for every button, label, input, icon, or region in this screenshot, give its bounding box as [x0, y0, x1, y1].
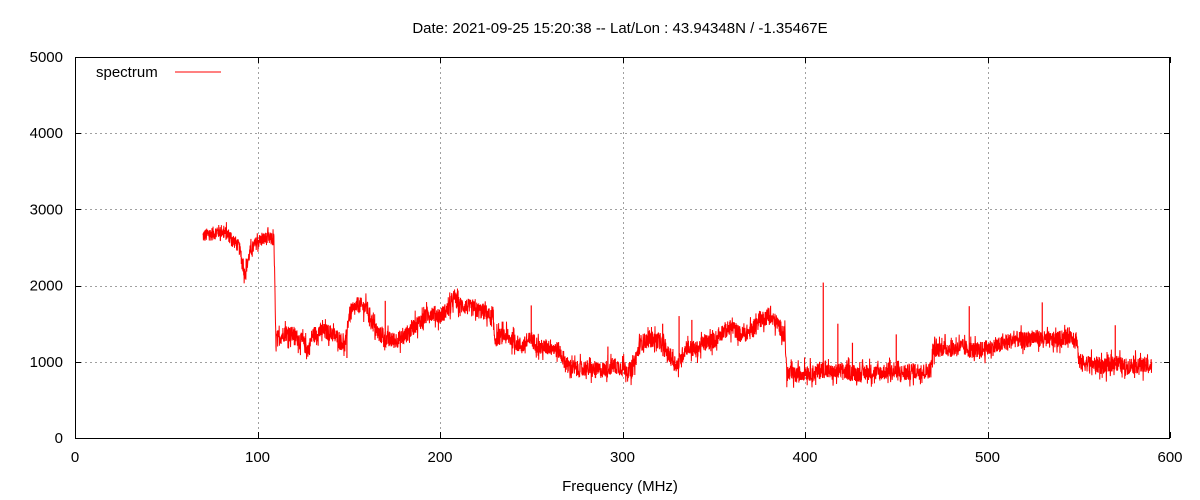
y-tick-label: 1000 [30, 354, 63, 371]
x-tick-label: 300 [610, 449, 635, 466]
y-tick-label: 4000 [30, 125, 63, 142]
series-group [202, 222, 1153, 388]
x-tick-label: 100 [245, 449, 270, 466]
x-axis-label: Frequency (MHz) [562, 478, 678, 495]
x-tick-label: 200 [427, 449, 452, 466]
series-line-spectrum [202, 222, 1153, 388]
x-tick-label: 400 [792, 449, 817, 466]
chart-title: Date: 2021-09-25 15:20:38 -- Lat/Lon : 4… [412, 20, 827, 37]
x-tick-label: 0 [71, 449, 79, 466]
x-tick-label: 600 [1157, 449, 1182, 466]
y-tick-label: 2000 [30, 278, 63, 295]
plot-frame [75, 57, 1170, 439]
x-tick-labels: 0 100 200 300 400 500 600 [71, 449, 1183, 466]
x-tick-label: 500 [975, 449, 1000, 466]
y-tick-label: 3000 [30, 201, 63, 218]
y-tick-label: 5000 [30, 49, 63, 66]
legend-label-spectrum: spectrum [96, 64, 158, 81]
legend: spectrum [96, 64, 221, 81]
y-tick-label: 0 [55, 430, 63, 447]
y-tick-labels: 0 1000 2000 3000 4000 5000 [30, 49, 63, 447]
